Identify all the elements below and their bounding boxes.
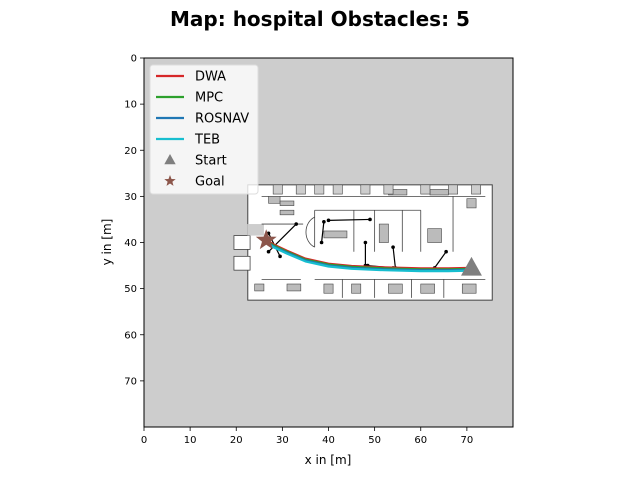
obstacle-end-point bbox=[266, 249, 271, 254]
y-tick-label: 30 bbox=[124, 192, 137, 203]
map-top-notch bbox=[272, 184, 283, 195]
map-furniture bbox=[461, 283, 477, 294]
obstacle-path bbox=[392, 247, 396, 268]
y-tick-label: 50 bbox=[124, 284, 137, 295]
x-tick-label: 0 bbox=[141, 435, 147, 446]
legend-label-rosnav: ROSNAV bbox=[195, 112, 249, 127]
map-furniture bbox=[388, 283, 403, 294]
map-furniture bbox=[420, 283, 435, 294]
start-marker bbox=[461, 256, 482, 276]
y-tick-label: 60 bbox=[124, 330, 137, 341]
chart-title: Map: hospital Obstacles: 5 bbox=[170, 7, 470, 31]
map-top-notch bbox=[360, 184, 371, 195]
x-tick-label: 40 bbox=[322, 435, 335, 446]
map-door-left-top bbox=[233, 235, 251, 250]
x-tick-label: 10 bbox=[184, 435, 197, 446]
x-tick-label: 60 bbox=[414, 435, 427, 446]
map-top-notch bbox=[383, 184, 394, 195]
obstacle-end-point bbox=[326, 218, 331, 223]
y-axis-label: y in [m] bbox=[100, 219, 114, 266]
y-tick-label: 20 bbox=[124, 146, 137, 157]
obstacle-start-point bbox=[391, 245, 395, 249]
map-furniture bbox=[427, 228, 442, 243]
obstacle-path bbox=[434, 251, 447, 269]
map-furniture bbox=[466, 198, 477, 209]
obstacle-end-point bbox=[319, 240, 324, 245]
obstacle-start-point bbox=[363, 240, 368, 245]
legend-swatch-start bbox=[164, 154, 176, 165]
map-furniture bbox=[323, 283, 334, 294]
map-top-notch bbox=[314, 184, 325, 195]
x-tick-label: 30 bbox=[276, 435, 289, 446]
occupancy-map bbox=[233, 184, 493, 301]
y-tick-label: 70 bbox=[124, 376, 137, 387]
map-curved-wall bbox=[305, 216, 315, 248]
map-furniture bbox=[254, 283, 265, 292]
map-furniture bbox=[286, 283, 302, 292]
y-axis: 0 10 20 30 40 50 60 70 bbox=[124, 54, 144, 387]
map-notch bbox=[247, 224, 264, 236]
obstacle-start-point bbox=[322, 219, 326, 224]
series-layer bbox=[265, 238, 472, 273]
x-tick-label: 20 bbox=[230, 435, 243, 446]
map-top-notch bbox=[420, 184, 431, 195]
obstacle-start-point bbox=[294, 222, 299, 226]
map-top-notch bbox=[332, 184, 343, 195]
map-furniture bbox=[268, 196, 281, 204]
map-furniture bbox=[429, 189, 449, 196]
map-top-notch bbox=[448, 184, 458, 195]
legend-label-goal: Goal bbox=[195, 175, 225, 190]
plot-area bbox=[143, 57, 514, 428]
legend-label-dwa: DWA bbox=[195, 70, 226, 85]
obstacle-start-point bbox=[368, 217, 372, 222]
obstacle-end-point bbox=[278, 254, 282, 259]
legend-swatch-goal bbox=[164, 175, 176, 186]
series-line-teb bbox=[265, 241, 472, 273]
map-furniture bbox=[279, 200, 295, 206]
obstacle-start-point bbox=[444, 249, 448, 254]
y-tick-label: 10 bbox=[124, 100, 137, 111]
x-axis: 0 10 20 30 40 50 60 70 bbox=[141, 427, 473, 446]
obstacle-path bbox=[328, 218, 371, 221]
map-furniture bbox=[378, 223, 389, 243]
marker-layer bbox=[255, 229, 482, 276]
map-furniture bbox=[351, 283, 362, 294]
map-furniture bbox=[279, 209, 295, 216]
map-furniture bbox=[323, 230, 348, 239]
map-top-notch bbox=[471, 184, 482, 195]
legend-label-mpc: MPC bbox=[195, 91, 223, 106]
x-tick-label: 70 bbox=[461, 435, 474, 446]
goal-marker bbox=[255, 229, 277, 250]
legend-label-teb: TEB bbox=[194, 133, 220, 148]
map-top-notch bbox=[295, 184, 306, 195]
obstacle-path bbox=[320, 221, 325, 243]
map-walls bbox=[261, 195, 486, 298]
map-door-left-bottom bbox=[233, 255, 251, 271]
y-tick-label: 40 bbox=[124, 238, 137, 249]
y-tick-label: 0 bbox=[131, 54, 137, 65]
x-axis-label: x in [m] bbox=[305, 453, 352, 467]
legend-label-start: Start bbox=[195, 154, 227, 169]
legend: DWA MPC ROSNAV TEB Start Goal bbox=[149, 64, 259, 195]
x-tick-label: 50 bbox=[368, 435, 381, 446]
